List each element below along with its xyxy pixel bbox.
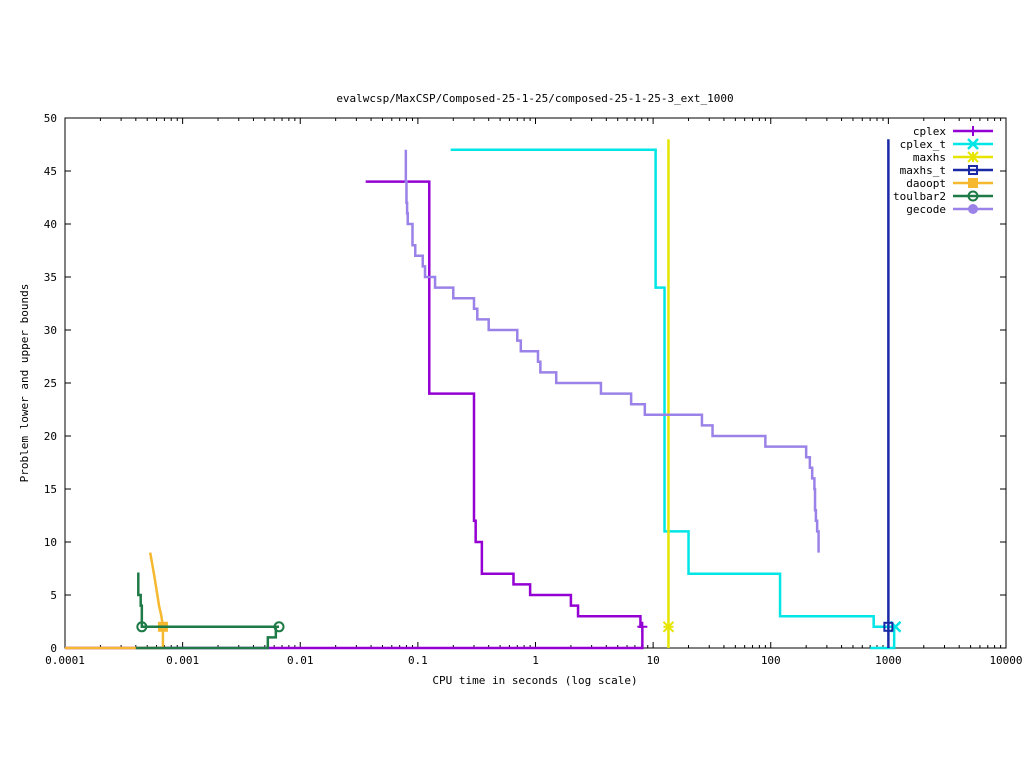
y-tick-label: 50 [44, 112, 57, 125]
x-tick-label: 10 [647, 654, 660, 667]
x-tick-label: 0.001 [166, 654, 199, 667]
legend: cplexcplex_tmaxhsmaxhs_tdaoopttoulbar2ge… [893, 125, 993, 216]
gecode-upper-line [404, 149, 820, 553]
series-layer [65, 139, 902, 650]
daoopt-lower-line [65, 626, 165, 650]
x-tick-label: 100 [761, 654, 781, 667]
y-tick-label: 40 [44, 218, 57, 231]
legend-marker [967, 138, 979, 150]
toulbar2-lower-line [135, 625, 280, 650]
cplex_t-lower-line [870, 626, 896, 650]
legend-marker [968, 178, 978, 188]
y-tick-label: 30 [44, 324, 57, 337]
axis-ticks: 0.0001 0.001 0.01 0.1 1 10 100 1000 10000 0 5 10 15 2… [44, 112, 1023, 667]
legend-label: cplex [913, 125, 946, 138]
legend-label: daoopt [906, 177, 946, 190]
series-daoopt [65, 552, 168, 650]
daoopt-upper-line [148, 552, 165, 627]
toulbar2-point [136, 621, 148, 633]
cplex-lower-line [65, 626, 644, 650]
plot-frame [64, 117, 1007, 649]
x-tick-label: 1000 [875, 654, 902, 667]
series-gecode [404, 149, 820, 553]
y-tick-label: 25 [44, 377, 57, 390]
x-tick-label: 10000 [989, 654, 1022, 667]
legend-label: toulbar2 [893, 190, 946, 203]
toulbar2-point [273, 621, 285, 633]
legend-marker [968, 165, 978, 175]
legend-label: maxhs [913, 151, 946, 164]
y-tick-label: 20 [44, 430, 57, 443]
series-maxhs_t [883, 139, 894, 648]
y-tick-label: 0 [50, 642, 57, 655]
legend-marker [968, 126, 978, 136]
y-tick-label: 10 [44, 536, 57, 549]
cplex_t-upper-line [450, 148, 896, 629]
legend-label: gecode [906, 203, 946, 216]
x-tick-label: 0.1 [408, 654, 428, 667]
cplex-point [637, 621, 648, 632]
series-cplex [65, 180, 648, 650]
y-tick-label: 45 [44, 165, 57, 178]
chart-title: evalwcsp/MaxCSP/Composed-25-1-25/compose… [336, 92, 733, 105]
y-tick-label: 15 [44, 483, 57, 496]
maxhs_t-point [883, 621, 894, 632]
y-tick-label: 35 [44, 271, 57, 284]
x-tick-label: 1 [532, 654, 539, 667]
series-toulbar2 [135, 572, 285, 650]
maxhs-point [662, 621, 675, 633]
legend-label: maxhs_t [900, 164, 946, 177]
series-cplex_t [450, 148, 902, 650]
series-maxhs [662, 139, 675, 648]
legend-label: cplex_t [900, 138, 946, 151]
legend-marker [968, 204, 978, 214]
y-tick-label: 5 [50, 589, 57, 602]
cplex-upper-line [365, 180, 643, 629]
x-tick-label: 0.0001 [45, 654, 85, 667]
x-tick-label: 0.01 [287, 654, 314, 667]
legend-marker [967, 151, 979, 163]
x-axis-label: CPU time in seconds (log scale) [432, 674, 637, 687]
y-axis-label: Problem lower and upper bounds [18, 284, 31, 483]
legend-marker [967, 190, 979, 202]
